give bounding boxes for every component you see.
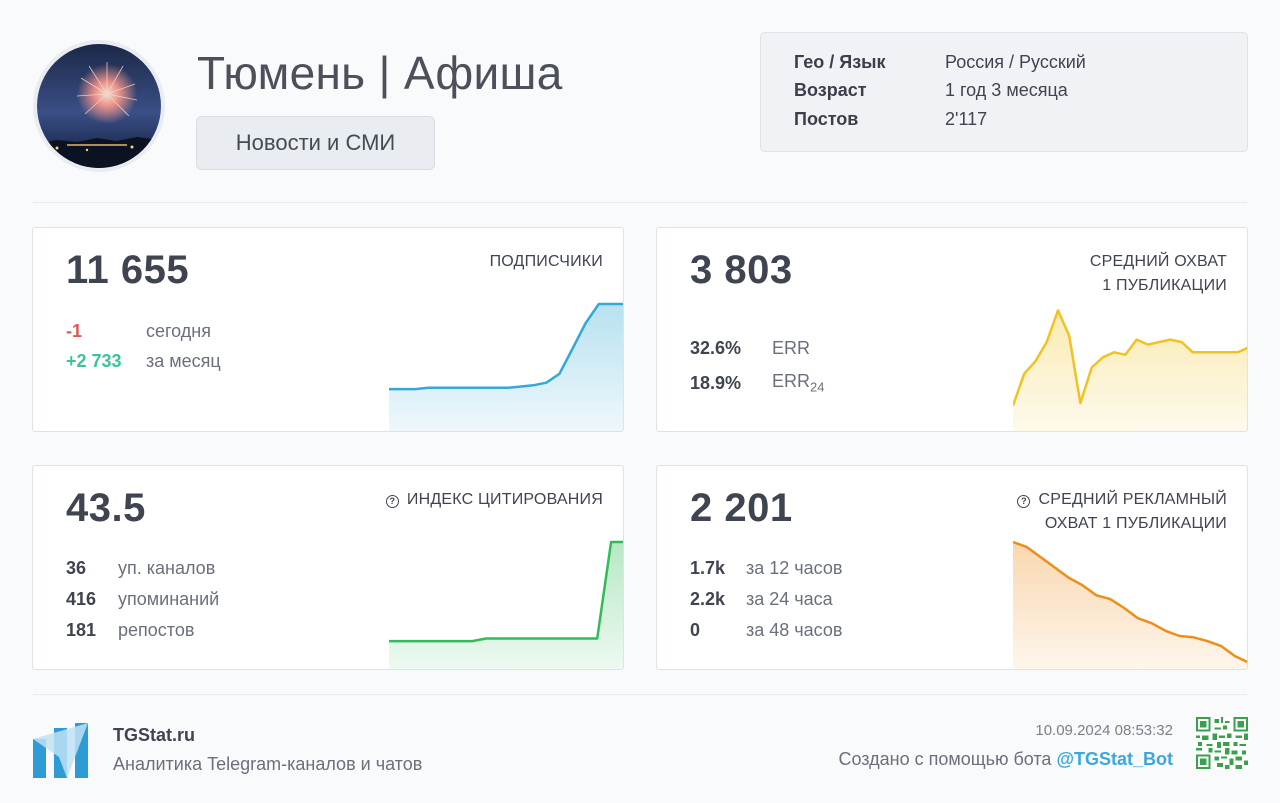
info-row-age: Возраст 1 год 3 месяца: [794, 80, 1068, 106]
err24-sub: 24: [810, 379, 825, 395]
info-value: 2'117: [945, 109, 988, 129]
subscribers-card: 11 655 ПОДПИСЧИКИ -1 сегодня +2 733 за м…: [32, 227, 624, 432]
info-key: Возраст: [794, 80, 867, 100]
err-value: 32.6%: [690, 337, 742, 358]
ad-reach-label-text: СРЕДНИЙ РЕКЛАМНЫЙ: [1038, 491, 1227, 508]
citation-index-value: 43.5: [66, 486, 146, 530]
today-label: сегодня: [146, 320, 211, 341]
reach-sparkline-area: [1013, 310, 1247, 431]
subscribers-month: +2 733 за месяц: [66, 349, 221, 373]
reach-card: 3 803 СРЕДНИЙ ОХВАТ 1 ПУБЛИКАЦИИ 32.6% E…: [656, 227, 1248, 432]
err24-label: ERR24: [772, 371, 824, 395]
err-label: ERR: [772, 337, 811, 358]
ad_reach-sparkline-line: [1013, 540, 1247, 664]
citation-row: 36 уп. каналов: [66, 556, 215, 580]
citation-sparkline-line: [389, 540, 623, 643]
ad-reach-row: 2.2k за 24 часа: [690, 587, 833, 611]
citation-label-text: ИНДЕКС ЦИТИРОВАНИЯ: [406, 491, 603, 508]
ad-reach-row-value: 0: [690, 619, 701, 640]
today-value: -1: [66, 320, 83, 341]
channel-info-box: Гео / Язык Россия / Русский Возраст 1 го…: [760, 32, 1248, 152]
subscribers-sparkline: [389, 302, 623, 431]
report-timestamp: 10.09.2024 08:53:32: [1035, 722, 1173, 739]
info-value: 1 год 3 месяца: [945, 80, 1068, 100]
citation-row-label: уп. каналов: [118, 557, 216, 578]
channel-title: Тюмень | Афиша: [197, 47, 563, 99]
tgstat-logo-icon[interactable]: [33, 723, 88, 778]
ad-reach-card: 2 201 ? СРЕДНИЙ РЕКЛАМНЫЙ ОХВАТ 1 ПУБЛИКА…: [656, 465, 1248, 670]
err24-stat: 18.9% ERR24: [690, 371, 824, 395]
subscribers-today: -1 сегодня: [66, 319, 211, 343]
brand-tagline: Аналитика Telegram-каналов и чатов: [113, 754, 423, 774]
citation-sparkline-area: [389, 542, 623, 669]
info-row-geo: Гео / Язык Россия / Русский: [794, 52, 1086, 78]
citation-row: 181 репостов: [66, 618, 194, 642]
subscribers-label: ПОДПИСЧИКИ: [489, 253, 603, 270]
credit-text: Создано с помощью бота: [838, 749, 1057, 769]
citation-row-label: репостов: [118, 619, 195, 640]
ad-reach-row: 0 за 48 часов: [690, 618, 842, 642]
subscribers-count: 11 655: [66, 248, 190, 292]
ad-reach-label-line1: ? СРЕДНИЙ РЕКЛАМНЫЙ: [1017, 488, 1227, 512]
reach-label: СРЕДНИЙ ОХВАТ 1 ПУБЛИКАЦИИ: [1090, 250, 1227, 298]
err24-label-text: ERR: [772, 371, 811, 392]
info-key: Гео / Язык: [794, 52, 886, 72]
fireworks-image: [37, 44, 161, 168]
info-row-posts: Постов 2'117: [794, 109, 987, 135]
brand-name[interactable]: TGStat.ru: [113, 725, 196, 745]
err24-value: 18.9%: [690, 372, 742, 393]
ad-reach-row-value: 2.2k: [690, 588, 726, 609]
bot-link[interactable]: @TGStat_Bot: [1056, 749, 1173, 769]
citation-row-value: 416: [66, 588, 97, 609]
reach-sparkline-line: [1013, 309, 1247, 407]
subscribers-sparkline-line: [389, 302, 623, 391]
question-icon[interactable]: ?: [385, 495, 399, 508]
bot-credit: Создано с помощью бота @TGStat_Bot: [838, 749, 1173, 770]
reach-label-line1: СРЕДНИЙ ОХВАТ: [1089, 253, 1227, 270]
citation-label: ? ИНДЕКС ЦИТИРОВАНИЯ: [385, 488, 603, 512]
info-key: Постов: [794, 109, 859, 129]
citation-row-value: 36: [66, 557, 87, 578]
month-label: за месяц: [146, 350, 221, 371]
ad-reach-row-label: за 12 часов: [746, 557, 843, 578]
footer-divider: [33, 694, 1247, 695]
citation-row-value: 181: [66, 619, 97, 640]
ad-reach-label-line2: ОХВАТ 1 ПУБЛИКАЦИИ: [1044, 515, 1227, 532]
footer: TGStat.ru Аналитика Telegram-каналов и ч…: [0, 700, 1280, 803]
ad-reach-label: ? СРЕДНИЙ РЕКЛАМНЫЙ ОХВАТ 1 ПУБЛИКАЦИИ: [1017, 488, 1227, 536]
ad-reach-sparkline: [1013, 540, 1247, 669]
header-divider: [33, 202, 1247, 203]
citation-sparkline: [389, 540, 623, 669]
reach-sparkline: [1013, 309, 1247, 431]
ad-reach-row: 1.7k за 12 часов: [690, 556, 842, 580]
subscribers-sparkline-area: [389, 304, 623, 431]
ad-reach-row-value: 1.7k: [690, 557, 726, 578]
citation-row: 416 упоминаний: [66, 587, 219, 611]
reach-label-line2: 1 ПУБЛИКАЦИИ: [1102, 277, 1227, 294]
channel-avatar: [33, 40, 165, 172]
ad-reach-value: 2 201: [690, 486, 793, 530]
channel-header: Тюмень | Афиша Новости и СМИ Гео / Язык …: [0, 0, 1280, 200]
citation-row-label: упоминаний: [118, 588, 220, 609]
qr-code-icon: [1196, 717, 1248, 769]
month-value: +2 733: [66, 350, 122, 371]
ad-reach-row-label: за 48 часов: [746, 619, 843, 640]
reach-value: 3 803: [690, 248, 793, 292]
ad-reach-row-label: за 24 часа: [746, 588, 833, 609]
question-icon[interactable]: ?: [1017, 495, 1031, 508]
info-value: Россия / Русский: [945, 52, 1086, 72]
err-stat: 32.6% ERR: [690, 336, 810, 360]
citation-card: 43.5 ? ИНДЕКС ЦИТИРОВАНИЯ 36 уп. каналов …: [32, 465, 624, 670]
category-button[interactable]: Новости и СМИ: [196, 116, 435, 170]
